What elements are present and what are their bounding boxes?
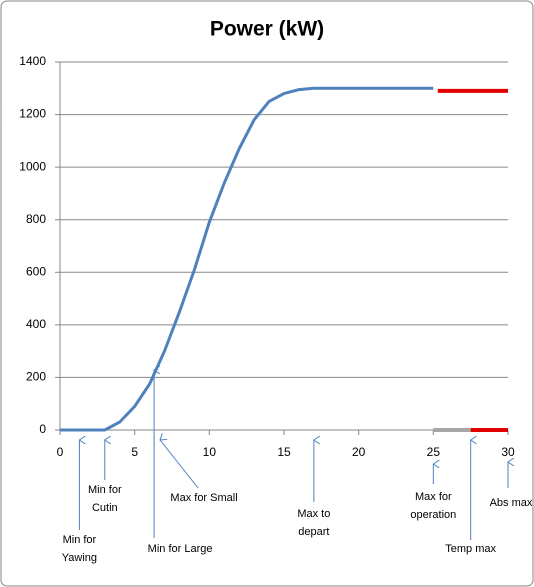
x-tick-label: 25 (427, 445, 441, 459)
annotation-label: Max for Small (170, 492, 237, 504)
annotation-label: operation (410, 509, 456, 521)
annotation-label: Yawing (62, 552, 97, 564)
y-tick-label: 800 (26, 212, 46, 226)
annotation-label: Temp max (445, 543, 496, 555)
annotation-label: Min for (63, 534, 97, 546)
annotation-label: Cutin (92, 502, 118, 514)
annotation-label: Abs max (490, 497, 533, 509)
annotation-label: Min for (88, 484, 122, 496)
x-tick-label: 30 (501, 445, 515, 459)
x-tick-label: 5 (131, 445, 138, 459)
y-tick-label: 200 (26, 370, 46, 384)
y-tick-label: 1000 (19, 159, 46, 173)
x-tick-label: 15 (277, 445, 291, 459)
series-line (60, 86, 434, 432)
annotation-arrow (160, 440, 199, 489)
x-tick-label: 10 (203, 445, 217, 459)
y-tick-label: 1200 (19, 107, 46, 121)
y-tick-label: 0 (39, 422, 46, 436)
annotation-label: depart (298, 526, 329, 538)
chart-title: Power (kW) (210, 18, 324, 41)
y-tick-label: 600 (26, 264, 46, 278)
x-tick-label: 20 (352, 445, 366, 459)
annotation-label: Min for Large (148, 543, 213, 555)
y-tick-label: 1400 (19, 54, 46, 68)
x-tick-label: 0 (57, 445, 64, 459)
annotation-label: Max for (415, 491, 452, 503)
y-tick-label: 400 (26, 317, 46, 331)
annotation-label: Max to (297, 508, 330, 520)
